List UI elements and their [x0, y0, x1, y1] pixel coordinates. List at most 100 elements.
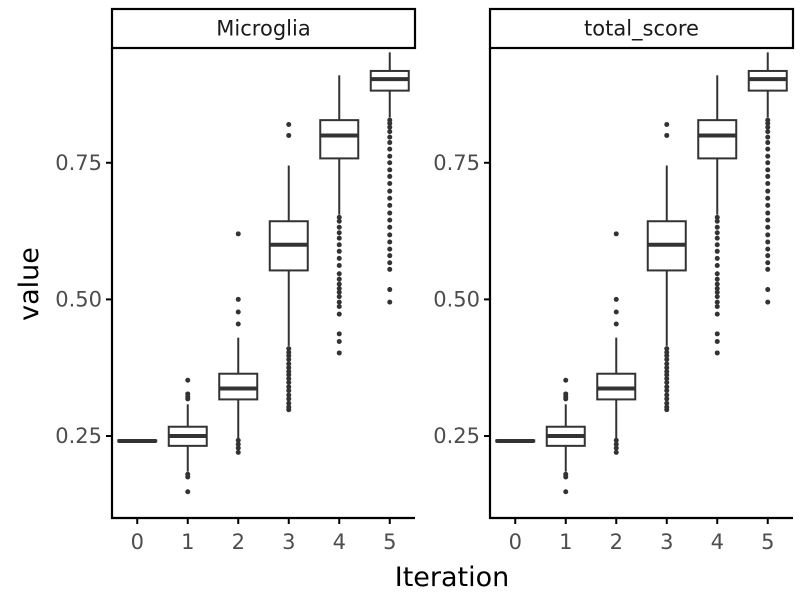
outlier-point — [286, 379, 292, 385]
outlier-point — [387, 287, 393, 293]
x-tick-label: 1 — [559, 530, 572, 554]
outlier-point — [714, 299, 720, 305]
x-tick-label: 3 — [282, 530, 295, 554]
box-iqr — [697, 119, 738, 160]
outlier-point — [765, 287, 771, 293]
outlier-point — [336, 224, 342, 230]
outlier-point — [336, 230, 342, 236]
facet-title: total_score — [584, 17, 699, 42]
outlier-point — [664, 361, 670, 367]
outlier-point — [387, 146, 393, 152]
outlier-point — [286, 132, 292, 138]
x-tick-label: 2 — [610, 530, 623, 554]
outlier-point — [765, 239, 771, 245]
y-tick-label: 0.75 — [433, 151, 480, 175]
outlier-point — [664, 369, 670, 375]
outlier-point — [714, 350, 720, 356]
outlier-point — [387, 167, 393, 173]
outlier-point — [185, 377, 191, 383]
y-tick-label: 0.25 — [433, 424, 480, 448]
outlier-point — [765, 224, 771, 230]
facet-strip — [488, 7, 795, 50]
outlier-point — [613, 321, 619, 327]
outlier-point — [286, 349, 292, 355]
x-tick-label: 0 — [131, 530, 144, 554]
facet-panel: total_score 0.25 0.50 0.75 0 1 2 3 4 5 — [433, 7, 795, 554]
facet-title: Microglia — [216, 17, 310, 41]
outlier-point — [714, 242, 720, 248]
box-iteration-1 — [167, 377, 208, 495]
outlier-point — [563, 471, 569, 477]
outlier-point — [336, 263, 342, 269]
outlier-point — [714, 276, 720, 282]
outlier-point — [714, 304, 720, 309]
outlier-point — [563, 489, 569, 495]
outlier-point — [613, 296, 619, 302]
outlier-point — [286, 361, 292, 367]
outlier-point — [387, 224, 393, 230]
y-tick-label: 0.75 — [55, 151, 102, 175]
x-tick-label: 5 — [383, 530, 396, 554]
box-iteration-4 — [319, 75, 360, 356]
outlier-point — [336, 218, 342, 224]
box-iteration-4 — [697, 75, 738, 356]
outlier-point — [336, 304, 342, 309]
outlier-point — [286, 357, 292, 363]
outlier-point — [387, 173, 393, 179]
outlier-point — [765, 173, 771, 179]
outlier-point — [387, 210, 393, 216]
outlier-point — [336, 271, 342, 277]
box-iteration-5 — [369, 52, 410, 305]
outlier-point — [185, 489, 191, 495]
outlier-point — [613, 449, 619, 455]
outlier-point — [664, 388, 670, 394]
outlier-point — [714, 263, 720, 269]
box-iteration-2 — [596, 231, 637, 455]
outlier-point — [714, 255, 720, 261]
outlier-point — [336, 285, 342, 291]
outlier-point — [286, 365, 292, 371]
outlier-point — [664, 392, 670, 398]
outlier-point — [387, 232, 393, 238]
outlier-point — [765, 299, 771, 305]
x-tick-label: 4 — [333, 530, 346, 554]
outlier-point — [664, 404, 670, 410]
outlier-point — [765, 188, 771, 194]
outlier-point — [714, 230, 720, 236]
outlier-point — [185, 471, 191, 477]
outlier-point — [765, 246, 771, 252]
outlier-point — [336, 294, 342, 300]
y-axis-title: value — [14, 247, 45, 321]
outlier-point — [714, 294, 720, 300]
y-tick-label: 0.25 — [55, 424, 102, 448]
x-axis-title: Iteration — [395, 562, 510, 593]
outlier-point — [664, 396, 670, 402]
outlier-point — [387, 117, 393, 123]
outlier-point — [235, 231, 241, 237]
outlier-point — [235, 309, 241, 315]
outlier-point — [613, 441, 619, 447]
outlier-point — [387, 188, 393, 194]
box-iteration-0 — [117, 438, 158, 443]
outlier-point — [336, 235, 342, 241]
outlier-point — [765, 129, 771, 135]
outlier-point — [714, 248, 720, 254]
outlier-point — [765, 146, 771, 152]
outlier-point — [387, 253, 393, 259]
y-tick-label: 0.50 — [55, 287, 102, 311]
outlier-point — [387, 266, 393, 272]
outlier-point — [664, 379, 670, 385]
outlier-point — [613, 445, 619, 451]
outlier-point — [286, 369, 292, 375]
outlier-point — [336, 242, 342, 248]
outlier-point — [286, 384, 292, 390]
outlier-point — [286, 400, 292, 406]
outlier-point — [765, 232, 771, 238]
outlier-point — [185, 391, 191, 397]
outlier-point — [235, 441, 241, 447]
outlier-point — [336, 338, 342, 344]
box-iqr — [319, 119, 360, 160]
outlier-point — [387, 124, 393, 130]
outlier-point — [714, 235, 720, 241]
outlier-point — [387, 140, 393, 146]
